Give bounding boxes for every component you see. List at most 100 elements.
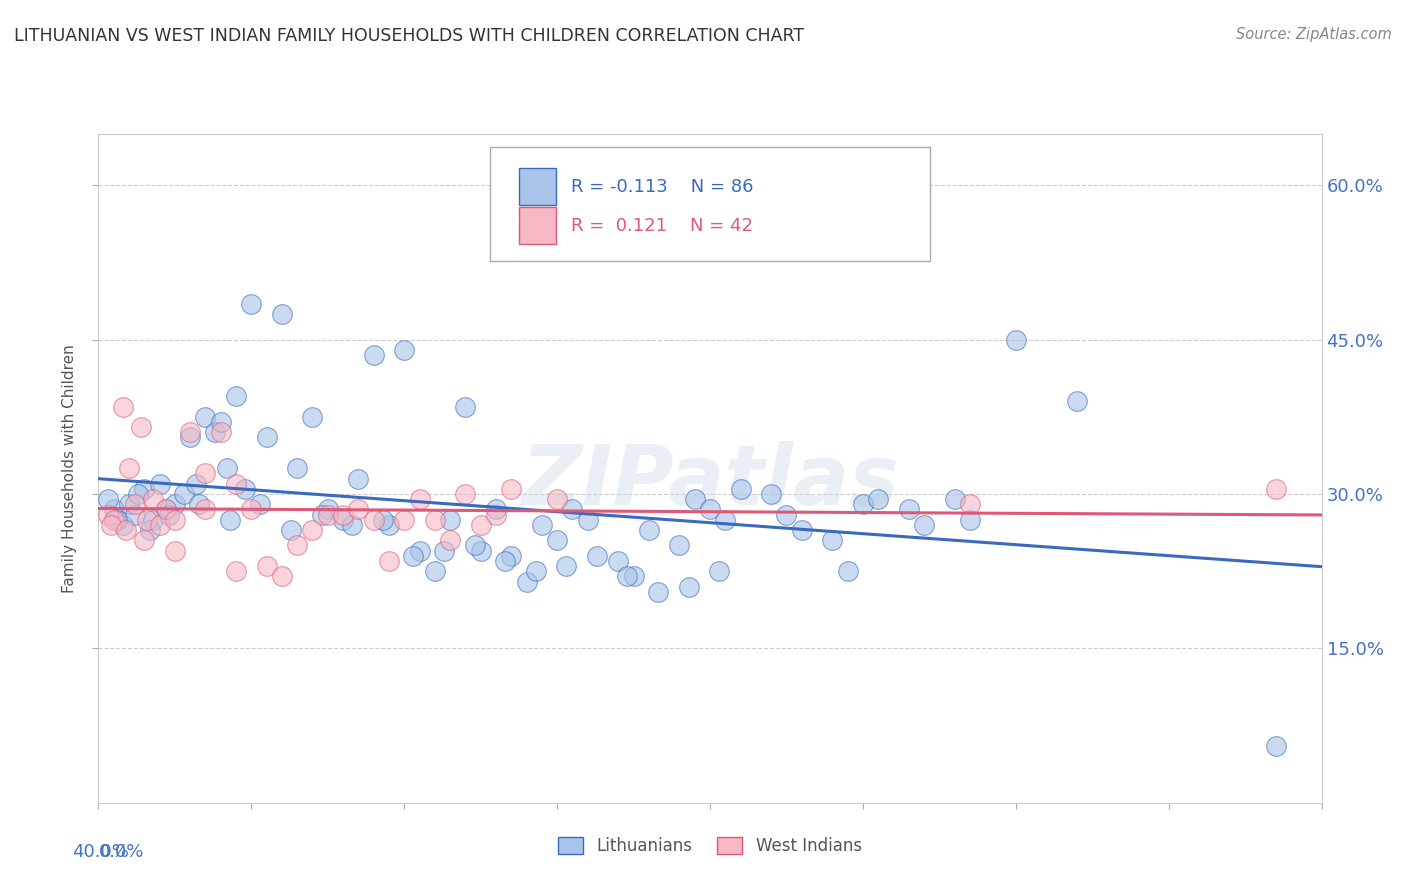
Point: [149, 517, 172, 532]
Point: [301, 409, 323, 424]
Point: [485, 508, 508, 522]
Point: [516, 574, 538, 589]
Text: LITHUANIAN VS WEST INDIAN FAMILY HOUSEHOLDS WITH CHILDREN CORRELATION CHART: LITHUANIAN VS WEST INDIAN FAMILY HOUSEHO…: [14, 27, 804, 45]
Point: [270, 569, 294, 583]
Point: [332, 508, 354, 522]
Point: [179, 425, 201, 440]
Point: [408, 543, 430, 558]
Point: [316, 508, 339, 522]
Point: [1264, 739, 1286, 754]
Point: [301, 523, 323, 537]
Point: [285, 539, 308, 553]
Point: [501, 482, 523, 496]
Text: Source: ZipAtlas.com: Source: ZipAtlas.com: [1236, 27, 1392, 42]
Point: [115, 523, 138, 537]
Point: [103, 502, 125, 516]
Point: [790, 523, 813, 537]
Point: [270, 307, 294, 321]
Point: [256, 430, 278, 444]
Point: [240, 296, 263, 310]
Point: [124, 508, 146, 522]
Point: [142, 513, 165, 527]
Point: [173, 487, 195, 501]
Point: [638, 523, 661, 537]
FancyBboxPatch shape: [519, 207, 555, 244]
Point: [494, 554, 516, 568]
Point: [392, 343, 416, 357]
Point: [959, 497, 981, 511]
Point: [215, 461, 238, 475]
Point: [699, 502, 721, 516]
Text: ZIPatlas: ZIPatlas: [522, 442, 898, 522]
Point: [194, 409, 217, 424]
Point: [194, 502, 217, 516]
Point: [155, 502, 177, 516]
Y-axis label: Family Households with Children: Family Households with Children: [62, 344, 77, 592]
Point: [105, 513, 128, 527]
Point: [821, 533, 844, 548]
Point: [134, 533, 156, 548]
Point: [868, 492, 890, 507]
Point: [555, 559, 578, 574]
Point: [561, 502, 583, 516]
Point: [485, 502, 508, 516]
Point: [546, 533, 568, 548]
Point: [100, 517, 122, 532]
Point: [439, 513, 461, 527]
Point: [225, 476, 247, 491]
Point: [371, 513, 394, 527]
Point: [709, 564, 731, 578]
Point: [616, 569, 638, 583]
Point: [423, 564, 446, 578]
Point: [285, 461, 308, 475]
Point: [149, 476, 172, 491]
Point: [316, 502, 339, 516]
Point: [439, 533, 461, 548]
Point: [912, 517, 935, 532]
Point: [157, 508, 180, 522]
Point: [363, 348, 385, 362]
Point: [1264, 482, 1286, 496]
Point: [240, 502, 263, 516]
Point: [470, 543, 492, 558]
Point: [111, 517, 134, 532]
Point: [97, 492, 120, 507]
Point: [225, 564, 247, 578]
Point: [761, 487, 783, 501]
Point: [837, 564, 859, 578]
Legend: Lithuanians, West Indians: Lithuanians, West Indians: [551, 830, 869, 862]
Point: [852, 497, 875, 511]
Point: [163, 513, 186, 527]
Point: [423, 513, 446, 527]
Point: [1004, 333, 1026, 347]
Point: [233, 482, 256, 496]
FancyBboxPatch shape: [489, 147, 931, 261]
Point: [163, 497, 186, 511]
Point: [188, 497, 211, 511]
Point: [378, 517, 401, 532]
Point: [111, 400, 134, 414]
Point: [139, 523, 162, 537]
Point: [959, 513, 981, 527]
Point: [464, 539, 486, 553]
Point: [209, 415, 232, 429]
Point: [225, 389, 247, 403]
Point: [378, 554, 401, 568]
Point: [714, 513, 737, 527]
Point: [142, 492, 165, 507]
Point: [256, 559, 278, 574]
Point: [623, 569, 645, 583]
Text: 0.0%: 0.0%: [98, 843, 143, 861]
Point: [454, 400, 477, 414]
Point: [342, 517, 364, 532]
Point: [897, 502, 920, 516]
Point: [204, 425, 226, 440]
Point: [392, 513, 416, 527]
Point: [647, 584, 669, 599]
Point: [186, 476, 208, 491]
Point: [530, 517, 553, 532]
Point: [127, 487, 149, 501]
Point: [1066, 394, 1088, 409]
Point: [501, 549, 523, 563]
Point: [97, 508, 120, 522]
